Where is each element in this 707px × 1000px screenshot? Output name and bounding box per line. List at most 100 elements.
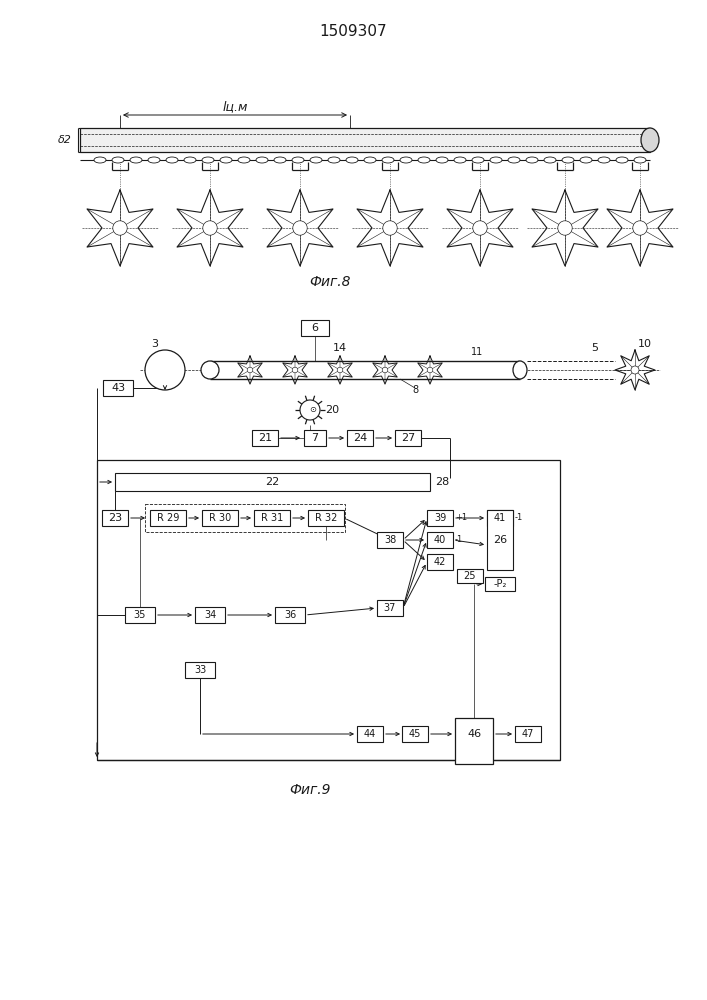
Text: R 30: R 30 <box>209 513 231 523</box>
Circle shape <box>300 400 320 420</box>
Text: 5: 5 <box>592 343 599 353</box>
Bar <box>347 430 373 446</box>
Ellipse shape <box>310 157 322 163</box>
Ellipse shape <box>513 361 527 379</box>
Bar <box>357 726 383 742</box>
Circle shape <box>558 221 572 235</box>
Circle shape <box>427 367 433 373</box>
Text: 21: 21 <box>258 433 272 443</box>
Bar <box>97 460 560 760</box>
Bar <box>103 380 133 396</box>
Ellipse shape <box>472 157 484 163</box>
Text: 3: 3 <box>151 339 158 349</box>
Text: 38: 38 <box>384 535 396 545</box>
Ellipse shape <box>346 157 358 163</box>
Circle shape <box>113 221 127 235</box>
Bar <box>487 510 513 570</box>
Bar <box>395 430 421 446</box>
Bar <box>487 510 513 526</box>
Text: 26: 26 <box>493 535 507 545</box>
Text: 37: 37 <box>384 603 396 613</box>
Bar <box>455 718 493 764</box>
Ellipse shape <box>364 157 376 163</box>
Text: Фиг.8: Фиг.8 <box>309 275 351 289</box>
Ellipse shape <box>256 157 268 163</box>
Text: -1: -1 <box>455 536 463 544</box>
Circle shape <box>633 221 647 235</box>
Ellipse shape <box>580 157 592 163</box>
Text: 45: 45 <box>409 729 421 739</box>
Text: 47: 47 <box>522 729 534 739</box>
Bar <box>515 726 541 742</box>
Ellipse shape <box>184 157 196 163</box>
Bar <box>377 532 403 548</box>
Ellipse shape <box>598 157 610 163</box>
Bar <box>402 726 428 742</box>
Bar <box>377 600 403 616</box>
Bar <box>427 510 453 526</box>
Text: -P₂: -P₂ <box>493 579 507 589</box>
Circle shape <box>203 221 217 235</box>
Text: R 29: R 29 <box>157 513 179 523</box>
Ellipse shape <box>201 361 219 379</box>
Text: 7: 7 <box>312 433 319 443</box>
Ellipse shape <box>94 157 106 163</box>
Text: 46: 46 <box>467 729 481 739</box>
Bar <box>145 504 345 532</box>
Text: 6: 6 <box>312 323 318 333</box>
Text: 41: 41 <box>494 513 506 523</box>
Text: 23: 23 <box>108 513 122 523</box>
Text: 1509307: 1509307 <box>319 24 387 39</box>
Circle shape <box>145 350 185 390</box>
Text: 10: 10 <box>638 339 652 349</box>
Text: 25: 25 <box>464 571 477 581</box>
Ellipse shape <box>436 157 448 163</box>
Text: 11: 11 <box>471 347 483 357</box>
Ellipse shape <box>418 157 430 163</box>
Bar <box>150 510 186 526</box>
Text: 8: 8 <box>412 385 418 395</box>
Text: 44: 44 <box>364 729 376 739</box>
Bar <box>254 510 290 526</box>
Circle shape <box>292 367 298 373</box>
Text: 27: 27 <box>401 433 415 443</box>
Text: 42: 42 <box>434 557 446 567</box>
Circle shape <box>473 221 487 235</box>
Text: lц.м: lц.м <box>222 101 247 113</box>
Ellipse shape <box>148 157 160 163</box>
Bar <box>125 607 155 623</box>
Circle shape <box>337 367 343 373</box>
Ellipse shape <box>202 157 214 163</box>
Ellipse shape <box>508 157 520 163</box>
Text: 20: 20 <box>325 405 339 415</box>
Text: 28: 28 <box>435 477 449 487</box>
Circle shape <box>631 366 639 374</box>
Ellipse shape <box>526 157 538 163</box>
Bar <box>275 607 305 623</box>
Bar <box>308 510 344 526</box>
Bar <box>80 128 650 152</box>
Text: R 32: R 32 <box>315 513 337 523</box>
Ellipse shape <box>166 157 178 163</box>
Ellipse shape <box>220 157 232 163</box>
Ellipse shape <box>292 157 304 163</box>
Text: 14: 14 <box>333 343 347 353</box>
Text: -1: -1 <box>515 514 523 522</box>
Text: ⊙: ⊙ <box>310 406 317 414</box>
Ellipse shape <box>616 157 628 163</box>
Text: +1: +1 <box>455 514 467 522</box>
Bar <box>485 577 515 591</box>
Ellipse shape <box>400 157 412 163</box>
Ellipse shape <box>274 157 286 163</box>
Text: 36: 36 <box>284 610 296 620</box>
Ellipse shape <box>382 157 394 163</box>
Circle shape <box>382 367 388 373</box>
Bar <box>252 430 278 446</box>
Text: 39: 39 <box>434 513 446 523</box>
Text: 24: 24 <box>353 433 367 443</box>
Bar <box>301 320 329 336</box>
Bar <box>202 510 238 526</box>
Ellipse shape <box>238 157 250 163</box>
Text: R 31: R 31 <box>261 513 283 523</box>
Ellipse shape <box>641 128 659 152</box>
